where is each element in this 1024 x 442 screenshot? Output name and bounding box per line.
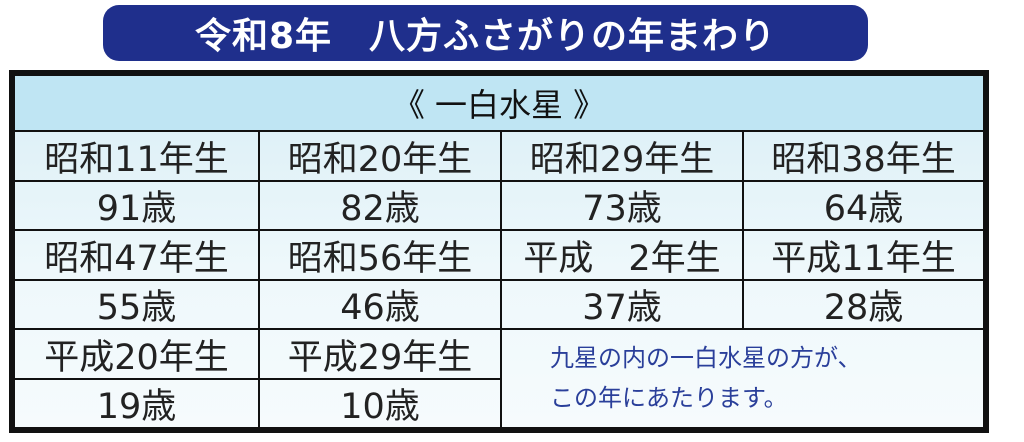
birth-year-cell: 昭和29年生 <box>529 140 715 180</box>
note-line: 九星の内の一白水星の方が、 <box>550 344 862 372</box>
birth-year-cell: 昭和20年生 <box>287 140 473 180</box>
birth-year-cell: 平成11年生 <box>771 238 956 279</box>
birth-year-cell: 平成 2年生 <box>523 238 721 279</box>
row-divider <box>15 229 983 231</box>
age-cell: 73歳 <box>582 189 662 229</box>
table-body: 昭和11年生 昭和20年生 昭和29年生 昭和38年生 91歳 82歳 73歳 … <box>15 132 983 427</box>
row-divider <box>15 328 983 330</box>
age-cell: 46歳 <box>340 287 420 328</box>
page-title: 令和8年 八方ふさがりの年まわり <box>103 5 868 61</box>
age-cell: 19歳 <box>96 387 177 427</box>
age-cell: 28歳 <box>823 287 904 328</box>
birth-year-cell: 昭和11年生 <box>44 140 229 180</box>
birth-year-cell: 昭和47年生 <box>44 238 229 279</box>
row-divider <box>15 180 983 182</box>
row-divider <box>15 378 502 380</box>
birth-year-cell: 平成20年生 <box>44 337 229 378</box>
birth-year-cell: 昭和38年生 <box>771 140 956 180</box>
age-table: 《 一白水星 》 昭和11年生 昭和20年生 昭和29年生 昭和38年生 91歳… <box>9 70 989 433</box>
age-cell: 55歳 <box>96 287 177 328</box>
birth-year-cell: 昭和56年生 <box>287 238 473 279</box>
note-line: この年にあたります。 <box>550 384 788 412</box>
age-cell: 82歳 <box>340 189 420 229</box>
age-cell: 37歳 <box>582 287 662 328</box>
age-cell: 64歳 <box>823 189 904 229</box>
table-header: 《 一白水星 》 <box>15 76 983 132</box>
age-cell: 10歳 <box>340 387 420 427</box>
age-cell: 91歳 <box>96 189 177 229</box>
birth-year-cell: 平成29年生 <box>287 337 473 378</box>
note-text: 九星の内の一白水星の方が、 この年にあたります。 <box>502 329 983 427</box>
row-divider <box>15 279 983 281</box>
